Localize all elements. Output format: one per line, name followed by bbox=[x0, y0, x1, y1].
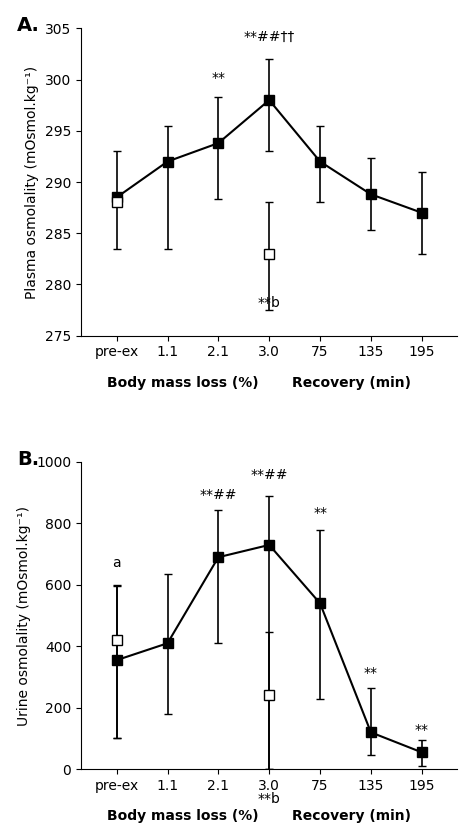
Text: Recovery (min): Recovery (min) bbox=[292, 810, 411, 823]
Text: B.: B. bbox=[17, 450, 39, 468]
Y-axis label: Urine osmolality (mOsmol.kg⁻¹): Urine osmolality (mOsmol.kg⁻¹) bbox=[17, 505, 31, 726]
Text: a: a bbox=[112, 556, 121, 570]
Text: Body mass loss (%): Body mass loss (%) bbox=[107, 810, 258, 823]
Text: **: ** bbox=[364, 666, 378, 680]
Text: **b: **b bbox=[258, 296, 281, 310]
Text: Recovery (min): Recovery (min) bbox=[292, 375, 411, 390]
Text: Body mass loss (%): Body mass loss (%) bbox=[107, 375, 258, 390]
Text: **: ** bbox=[313, 506, 327, 520]
Text: **##††: **##†† bbox=[244, 30, 295, 44]
Text: **##: **## bbox=[250, 468, 288, 482]
Text: **: ** bbox=[415, 723, 429, 737]
Y-axis label: Plasma osmolality (mOsmol.kg⁻¹): Plasma osmolality (mOsmol.kg⁻¹) bbox=[26, 65, 39, 298]
Text: **b: **b bbox=[258, 792, 281, 806]
Text: **##: **## bbox=[200, 488, 237, 502]
Text: A.: A. bbox=[17, 16, 40, 35]
Text: **: ** bbox=[211, 70, 225, 85]
